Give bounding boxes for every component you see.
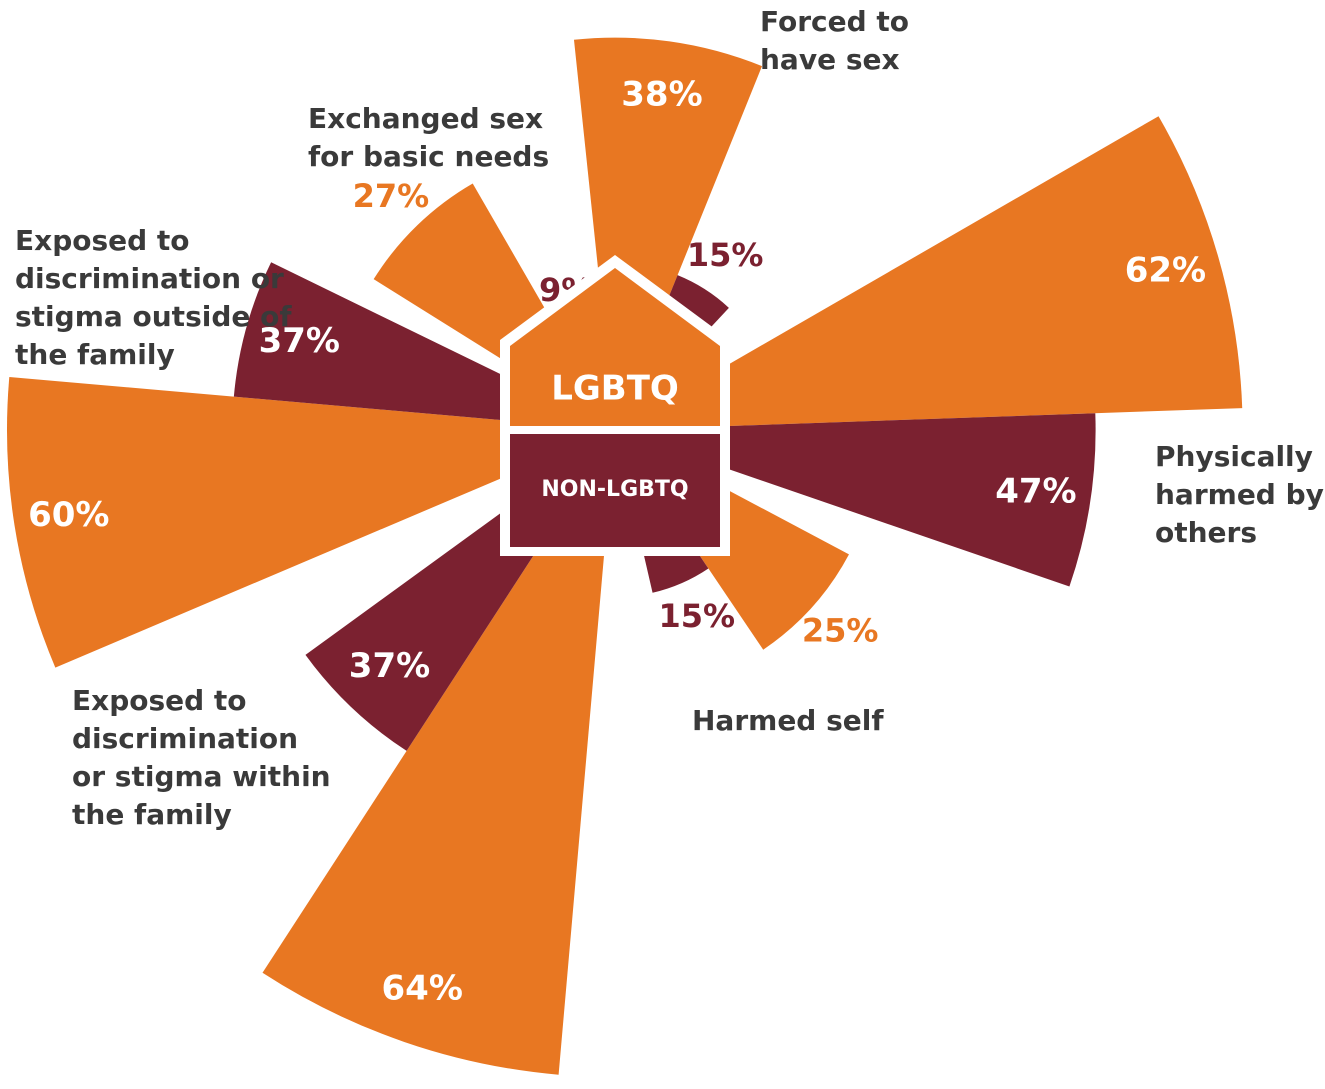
category-label: Exposed to discrimination or stigma with… [72, 684, 331, 831]
bar [615, 116, 1243, 430]
bar [615, 413, 1096, 587]
value-label: 25% [802, 612, 879, 650]
bar [7, 377, 616, 668]
legend-label: LGBTQ [551, 369, 679, 409]
value-label: 60% [28, 495, 109, 535]
category-label: Harmed self [692, 704, 884, 737]
value-label: 15% [687, 236, 764, 274]
value-label: 37% [259, 321, 340, 361]
legend-swatch [510, 434, 720, 547]
category-label: Exchanged sex for basic needs [308, 102, 550, 173]
value-label: 38% [621, 74, 702, 114]
category-label: Forced to have sex [760, 5, 910, 76]
legend-swatch [510, 268, 720, 426]
value-label: 37% [349, 646, 430, 686]
bar [262, 430, 615, 1075]
value-label: 15% [658, 597, 735, 635]
legend-label: NON-LGBTQ [541, 477, 688, 502]
value-label: 47% [995, 471, 1076, 511]
value-label: 62% [1125, 251, 1206, 291]
category-label: Exposed to discrimination or stigma outs… [15, 224, 292, 371]
category-label: Physically harmed by others [1155, 440, 1324, 549]
value-label: 64% [382, 968, 463, 1008]
value-label: 27% [353, 177, 430, 215]
